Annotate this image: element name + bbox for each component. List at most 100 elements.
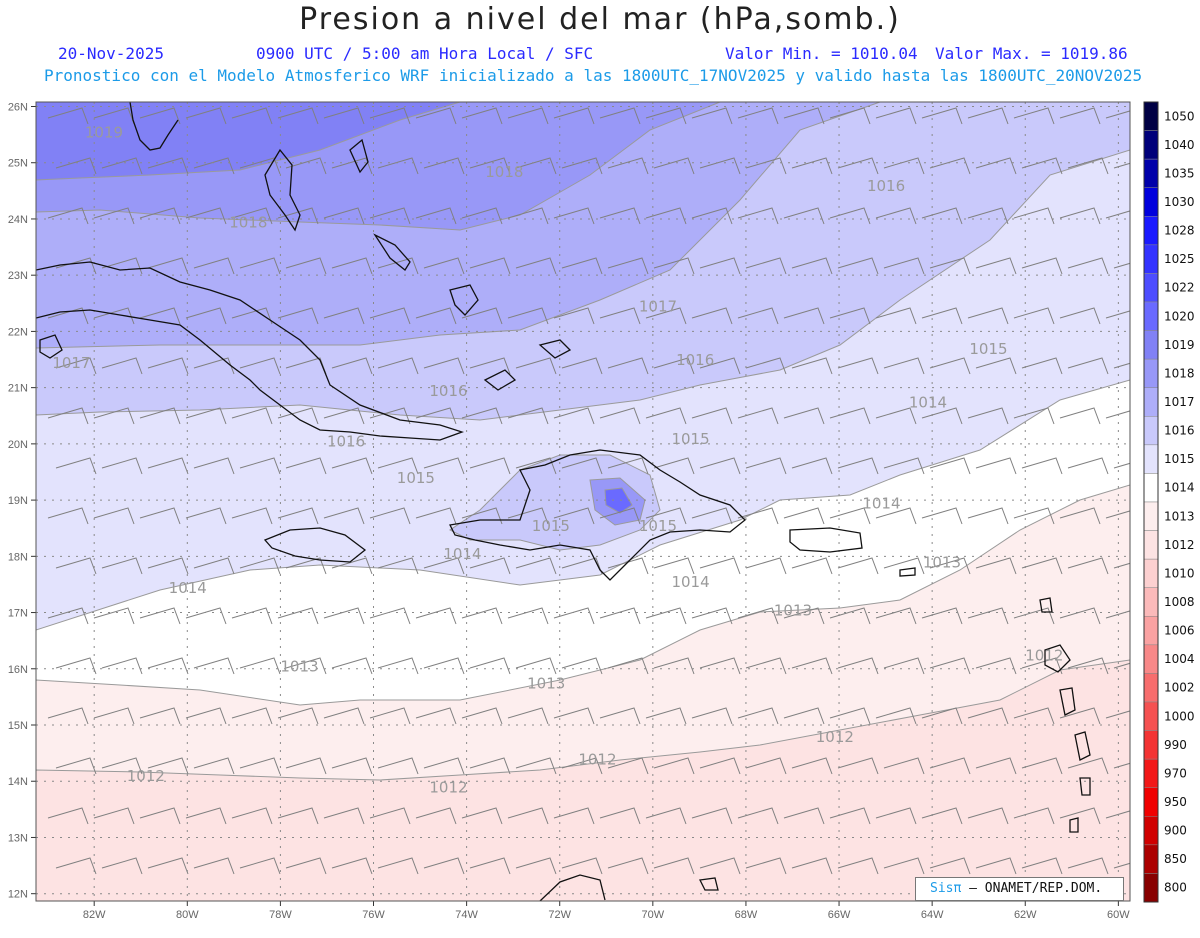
wind-barb-icon xyxy=(967,107,1009,125)
wind-barb-icon xyxy=(737,107,779,125)
wind-barb-icon xyxy=(1105,610,1130,619)
wind-barb-icon xyxy=(139,107,181,125)
lon-label: 70W xyxy=(642,909,665,921)
legend-label: 1014 xyxy=(1164,481,1195,495)
wind-barb-icon xyxy=(691,407,733,425)
wind-barb-icon xyxy=(745,657,787,675)
wind-barb-icon xyxy=(231,107,273,125)
wind-barb-icon xyxy=(883,857,925,875)
wind-barb-icon xyxy=(461,407,503,425)
wind-barb-icon xyxy=(515,757,557,775)
wind-barb-icon xyxy=(93,607,135,625)
wind-barb-icon xyxy=(737,807,779,825)
wind-barb-icon xyxy=(507,307,549,325)
wind-barb-icon xyxy=(515,657,557,675)
wind-barb-icon xyxy=(139,707,181,725)
wind-barb-icon xyxy=(231,407,273,425)
wind-barb-icon xyxy=(423,857,465,875)
wind-barb-icon xyxy=(507,207,549,225)
wind-barb-icon xyxy=(1105,410,1130,419)
wind-barb-icon xyxy=(101,557,143,575)
wind-barb-icon xyxy=(967,307,1009,325)
legend-label: 1019 xyxy=(1164,338,1195,352)
wind-barb-icon xyxy=(1013,307,1055,325)
wind-barb-icon xyxy=(1113,262,1130,269)
wind-barb-icon xyxy=(101,457,143,475)
wind-barb-icon xyxy=(185,407,227,425)
wind-barb-icon xyxy=(737,707,779,725)
bahamas-4 xyxy=(449,284,479,316)
wind-barb-icon xyxy=(423,257,465,275)
wind-barb-icon xyxy=(561,257,603,275)
isobar-label: 1014 xyxy=(909,393,947,411)
legend-swatch xyxy=(1143,416,1159,446)
wind-barb-icon xyxy=(929,557,971,575)
wind-barb-icon xyxy=(377,857,419,875)
lon-label: 78W xyxy=(269,909,292,921)
wind-barb-icon xyxy=(369,607,411,625)
wind-barb-icon xyxy=(1113,562,1130,569)
wind-barb-icon xyxy=(1059,807,1101,825)
wind-barb-icon xyxy=(377,557,419,575)
lon-label: 62W xyxy=(1014,909,1037,921)
wind-barb-icon xyxy=(331,257,373,275)
legend-swatch xyxy=(1143,473,1159,503)
wind-barb-icon xyxy=(377,357,419,375)
wind-barb-icon xyxy=(369,507,411,525)
lon-label: 82W xyxy=(83,909,106,921)
wind-barb-icon xyxy=(829,107,871,125)
wind-barb-icon xyxy=(423,457,465,475)
wind-barb-icon xyxy=(331,457,373,475)
lon-label: 72W xyxy=(548,909,571,921)
isobar-label: 1016 xyxy=(676,351,714,369)
wind-barb-icon xyxy=(331,857,373,875)
max-value: Valor Max. = 1019.86 xyxy=(935,44,1128,63)
wind-barb-icon xyxy=(231,807,273,825)
legend-swatch xyxy=(1143,616,1159,646)
wind-barb-icon xyxy=(561,857,603,875)
wind-barb-icon xyxy=(515,857,557,875)
legend-swatch xyxy=(1143,244,1159,274)
wind-barb-icon xyxy=(968,908,1008,924)
wind-barb-icon xyxy=(1067,457,1109,475)
wind-barb-icon xyxy=(1113,362,1130,369)
wind-barb-icon xyxy=(791,457,833,475)
wind-barb-icon xyxy=(975,257,1017,275)
wind-barb-icon xyxy=(653,157,695,175)
wind-barb-icon xyxy=(324,908,364,924)
wind-barb-icon xyxy=(323,307,365,325)
wind-barb-icon xyxy=(185,707,227,725)
wind-barb-icon xyxy=(653,357,695,375)
wind-barb-icon xyxy=(47,607,89,625)
wind-barb-icon xyxy=(461,607,503,625)
legend-swatch xyxy=(1143,273,1159,303)
wind-barb-icon xyxy=(423,757,465,775)
wind-barb-icon xyxy=(277,607,319,625)
wind-barb-icon xyxy=(875,807,917,825)
jamaica-coast xyxy=(263,527,367,563)
lon-label: 66W xyxy=(828,909,851,921)
legend-label: 950 xyxy=(1164,795,1187,809)
wind-barb-icon xyxy=(93,107,135,125)
wind-barb-icon xyxy=(1067,857,1109,875)
wind-barb-icon xyxy=(1113,762,1130,769)
lat-label: 17N xyxy=(8,608,28,620)
lat-label: 18N xyxy=(8,551,28,563)
wind-barb-icon xyxy=(277,507,319,525)
wind-barb-icon xyxy=(93,307,135,325)
wind-barb-icon xyxy=(47,407,89,425)
lat-label: 14N xyxy=(8,776,28,788)
legend-label: 1028 xyxy=(1164,224,1195,238)
lesser-antilles-2 xyxy=(1059,687,1076,716)
isobar-label: 1013 xyxy=(527,674,565,692)
wind-barb-icon xyxy=(415,507,457,525)
wind-barb-icon xyxy=(1059,307,1101,325)
wind-barb-icon xyxy=(323,507,365,525)
wind-barb-icon xyxy=(561,657,603,675)
wind-barb-icon xyxy=(837,757,879,775)
lat-label: 23N xyxy=(8,270,28,282)
wind-barb-icon xyxy=(691,307,733,325)
wind-barb-icon xyxy=(883,757,925,775)
wind-barb-icon xyxy=(323,807,365,825)
wind-barb-icon xyxy=(331,557,373,575)
